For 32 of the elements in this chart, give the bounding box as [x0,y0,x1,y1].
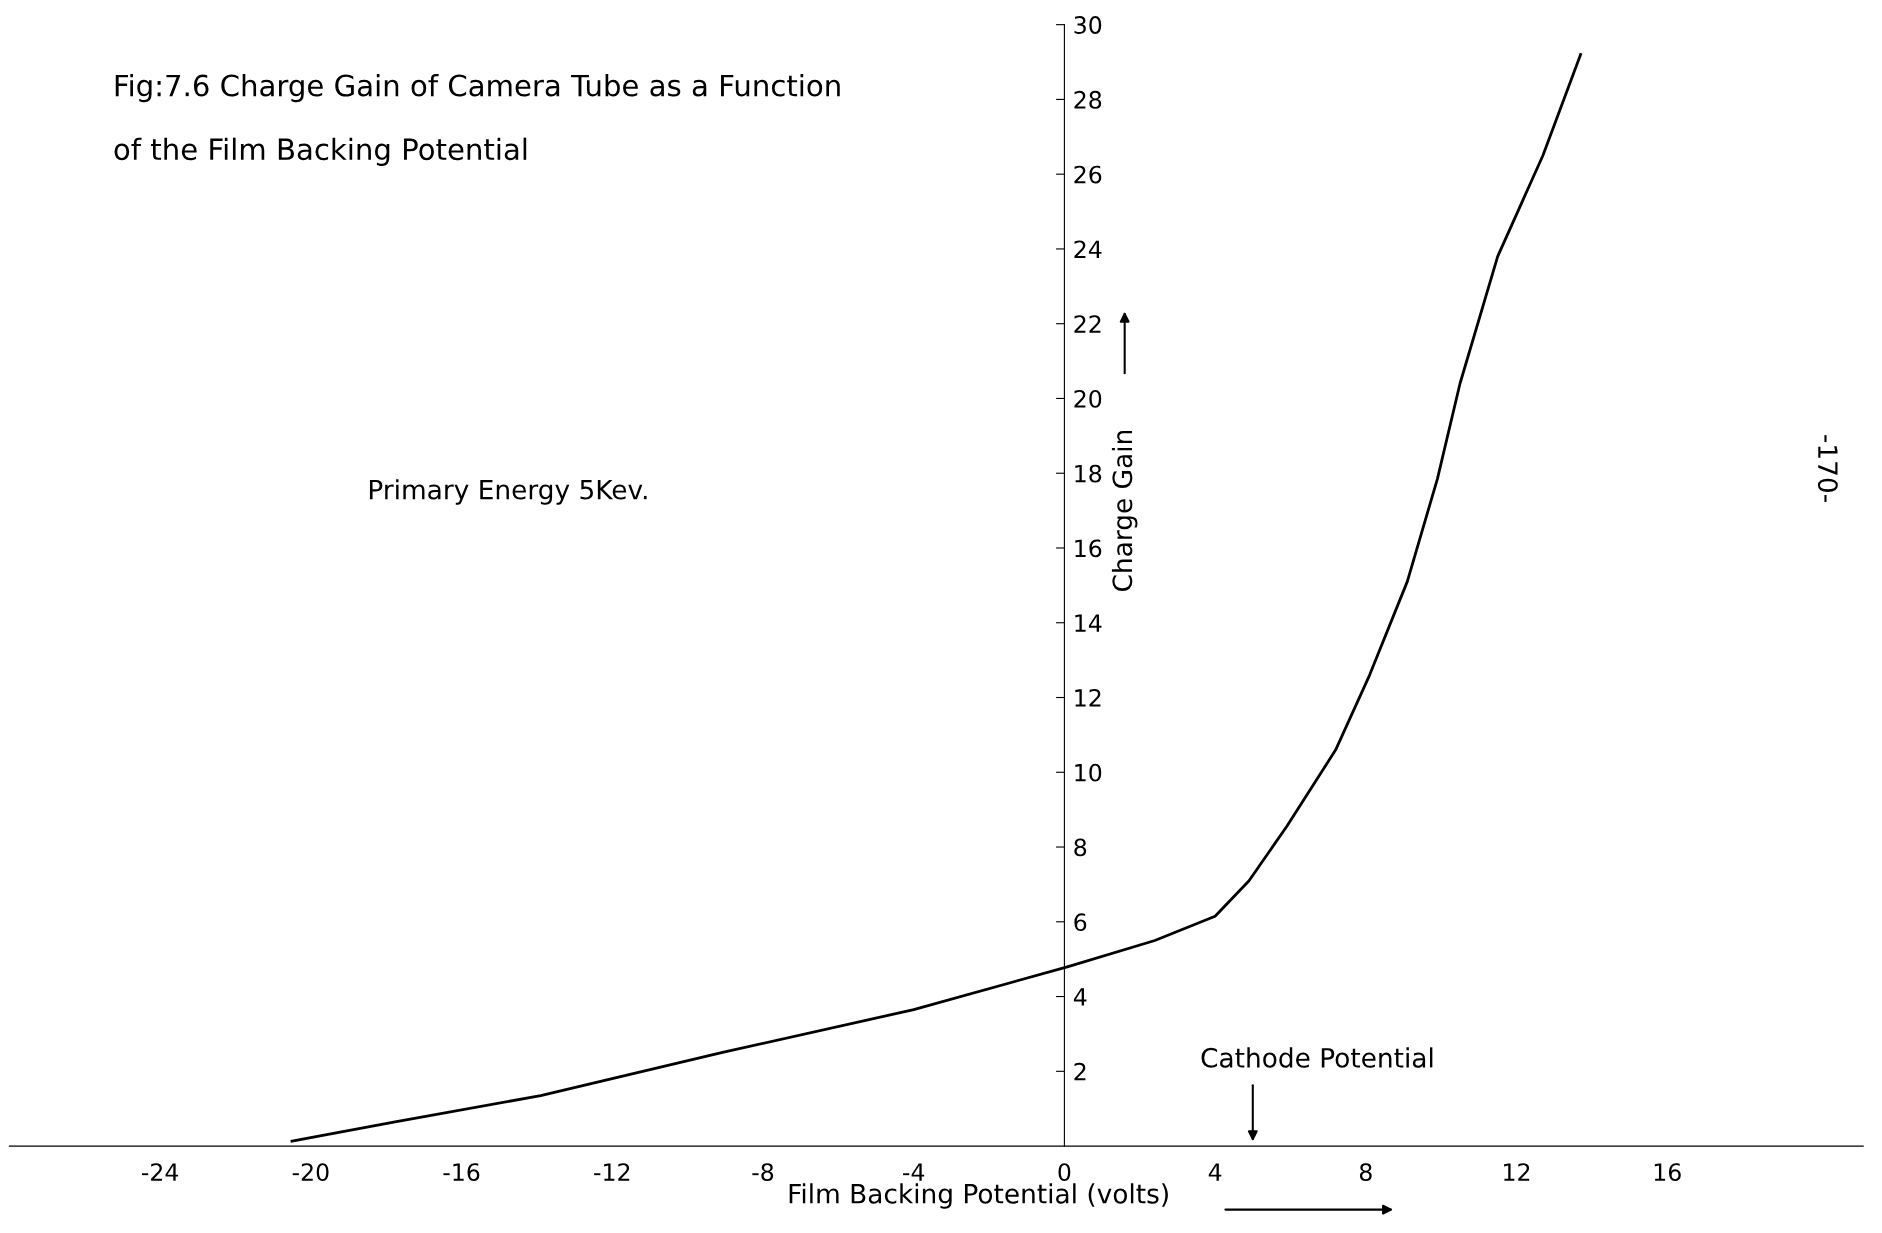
x-tick-label: -24 [142,1163,179,1181]
x-tick-label: 0 [1058,1163,1071,1182]
y-tick-label: 6 [1074,913,1087,932]
annotation: Primary Energy 5Kev. [369,479,647,505]
x-tick-label: -4 [903,1163,925,1181]
y-tick-label: 16 [1075,539,1102,558]
y-tick-label: 2 [1074,1062,1086,1081]
x-tick-label: -20 [292,1163,329,1182]
y-tick-label: 8 [1074,838,1087,857]
x-tick-label: -12 [594,1163,630,1181]
y-tick-label: 22 [1074,315,1101,333]
x-tick-label: 16 [1654,1163,1681,1182]
y-tick-label: 30 [1074,16,1102,34]
y-tick-label: 4 [1073,988,1087,1006]
chart-title: Fig:7.6 Charge Gain of Camera Tube as a Function of the Film Backing Potential [114,73,840,166]
x-tick-label: -8 [752,1163,774,1182]
y-tick-label: 12 [1075,688,1101,707]
x-tick-label: 12 [1504,1163,1530,1181]
y-tick-label: 14 [1075,614,1102,632]
annotation: Cathode Potential [1201,1047,1433,1068]
x-tick-label: -16 [443,1163,480,1182]
y-axis-title: Charge Gain [1111,430,1138,592]
y-tick-label: 28 [1074,90,1102,109]
y-tick-label: 26 [1074,165,1102,184]
x-tick-label: 4 [1208,1163,1222,1181]
y-tick-label: 10 [1075,763,1102,782]
y-tick-label: 24 [1074,240,1102,258]
y-tick-label: 18 [1075,464,1102,483]
annotation: -170- [1817,435,1838,502]
x-tick-label: 8 [1359,1163,1372,1182]
y-tick-label: 20 [1074,389,1102,408]
x-axis-title: Film Backing Potential (volts) [789,1183,1168,1209]
